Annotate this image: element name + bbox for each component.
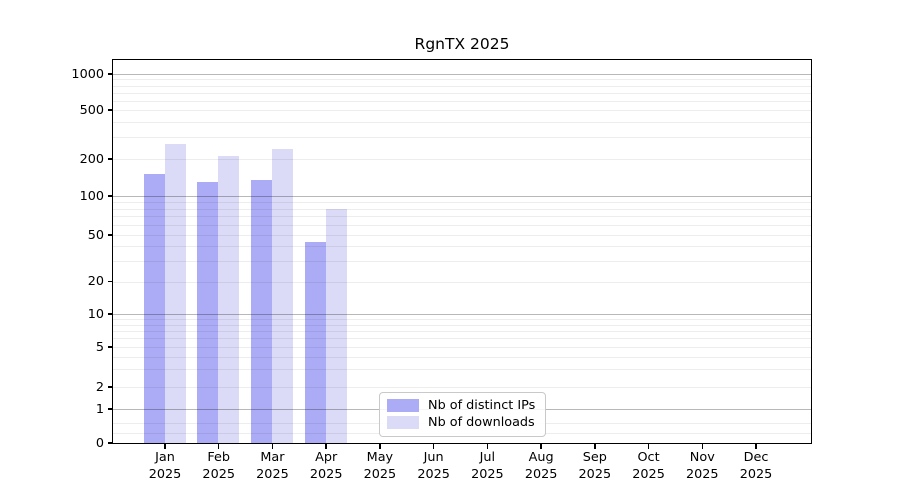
y-tick-label: 5 bbox=[95, 339, 104, 355]
gridline-major bbox=[113, 196, 811, 197]
x-tick-mark bbox=[164, 444, 166, 449]
y-tick-mark bbox=[108, 346, 113, 348]
y-tick-label: 100 bbox=[79, 188, 104, 204]
y-tick-label: 500 bbox=[79, 102, 104, 118]
chart-title: RgnTX 2025 bbox=[414, 35, 510, 53]
y-tick-mark bbox=[108, 313, 113, 315]
plot-area: Nb of distinct IPs Nb of downloads bbox=[112, 58, 812, 444]
gridline-minor bbox=[113, 85, 811, 87]
x-tick-mark bbox=[486, 444, 489, 449]
bar-downloads-apr bbox=[325, 208, 347, 443]
x-tick-label: Apr 2025 bbox=[309, 450, 343, 482]
x-tick-label: Jun 2025 bbox=[417, 450, 450, 482]
x-tick-label: Jan 2025 bbox=[148, 450, 182, 482]
bar-distinct-ips-mar bbox=[250, 180, 272, 443]
x-tick-label: May 2025 bbox=[363, 450, 397, 482]
gridline-minor bbox=[113, 235, 811, 236]
x-tick-mark bbox=[594, 444, 596, 449]
y-tick-mark bbox=[108, 195, 113, 197]
bar-distinct-ips-jan bbox=[143, 174, 165, 443]
gridline-minor bbox=[113, 159, 811, 160]
gridline-minor bbox=[113, 201, 811, 203]
bar-distinct-ips-apr bbox=[304, 241, 326, 443]
bar-downloads-mar bbox=[271, 149, 293, 443]
legend-label-distinct-ips: Nb of distinct IPs bbox=[428, 397, 536, 413]
gridline-minor bbox=[113, 324, 811, 326]
legend-swatch-distinct-ips bbox=[387, 399, 419, 412]
x-tick-label: Mar 2025 bbox=[256, 450, 289, 482]
legend-label-downloads: Nb of downloads bbox=[428, 414, 535, 430]
legend-swatch-downloads bbox=[387, 416, 419, 429]
y-tick-mark bbox=[108, 442, 113, 444]
gridline-minor bbox=[113, 369, 811, 371]
legend-row-downloads: Nb of downloads bbox=[387, 415, 538, 431]
gridline-minor bbox=[113, 121, 811, 123]
x-tick-mark bbox=[325, 444, 327, 449]
x-tick-mark bbox=[271, 444, 274, 449]
gridline-minor bbox=[113, 246, 811, 248]
gridline-minor bbox=[113, 110, 811, 111]
gridline-minor bbox=[113, 208, 811, 210]
y-tick-label: 2 bbox=[95, 379, 104, 395]
gridline-minor bbox=[113, 338, 811, 340]
x-tick-mark bbox=[379, 444, 381, 449]
gridline-minor bbox=[113, 216, 811, 218]
gridline-minor bbox=[113, 330, 811, 332]
x-tick-mark bbox=[217, 444, 220, 449]
gridline-major bbox=[113, 74, 811, 75]
gridline-minor bbox=[113, 79, 811, 81]
legend: Nb of distinct IPs Nb of downloads bbox=[379, 391, 546, 437]
x-tick-label: Feb 2025 bbox=[202, 450, 235, 482]
x-tick-mark bbox=[432, 444, 435, 449]
gridline-minor bbox=[113, 347, 811, 348]
y-tick-mark bbox=[108, 109, 113, 111]
gridline-major bbox=[113, 314, 811, 315]
y-tick-mark bbox=[108, 408, 113, 410]
bar-distinct-ips-feb bbox=[197, 181, 219, 443]
gridline-minor bbox=[113, 100, 811, 102]
x-tick-mark bbox=[647, 444, 650, 449]
y-tick-mark bbox=[108, 158, 113, 160]
y-tick-label: 20 bbox=[87, 274, 104, 290]
gridline-minor bbox=[113, 92, 811, 94]
x-tick-label: Dec 2025 bbox=[739, 450, 773, 482]
y-tick-label: 0 bbox=[95, 435, 104, 451]
gridline-minor bbox=[113, 281, 811, 283]
y-tick-label: 1000 bbox=[71, 66, 104, 82]
y-tick-label: 10 bbox=[87, 306, 104, 322]
y-tick-mark bbox=[108, 73, 113, 75]
y-tick-mark bbox=[108, 386, 113, 388]
y-tick-label: 200 bbox=[79, 151, 104, 167]
x-tick-label: Aug 2025 bbox=[524, 450, 558, 482]
x-tick-mark bbox=[755, 444, 757, 449]
gridline-minor bbox=[113, 356, 811, 358]
x-tick-label: Oct 2025 bbox=[632, 450, 665, 482]
gridline-minor bbox=[113, 319, 811, 321]
legend-row-distinct-ips: Nb of distinct IPs bbox=[387, 398, 538, 414]
gridline-minor bbox=[113, 387, 811, 388]
y-tick-mark bbox=[108, 234, 113, 236]
x-tick-mark bbox=[701, 444, 704, 449]
bar-downloads-feb bbox=[218, 156, 240, 443]
gridline-minor bbox=[113, 224, 811, 226]
x-tick-label: Nov 2025 bbox=[686, 450, 719, 482]
x-tick-label: Jul 2025 bbox=[471, 450, 504, 482]
bar-downloads-jan bbox=[164, 143, 186, 443]
x-tick-mark bbox=[540, 444, 542, 449]
x-tick-label: Sep 2025 bbox=[578, 450, 612, 482]
y-tick-label: 50 bbox=[87, 227, 104, 243]
gridline-minor bbox=[113, 137, 811, 139]
y-tick-label: 1 bbox=[95, 401, 104, 417]
gridline-minor bbox=[113, 261, 811, 263]
y-tick-mark bbox=[108, 280, 113, 283]
